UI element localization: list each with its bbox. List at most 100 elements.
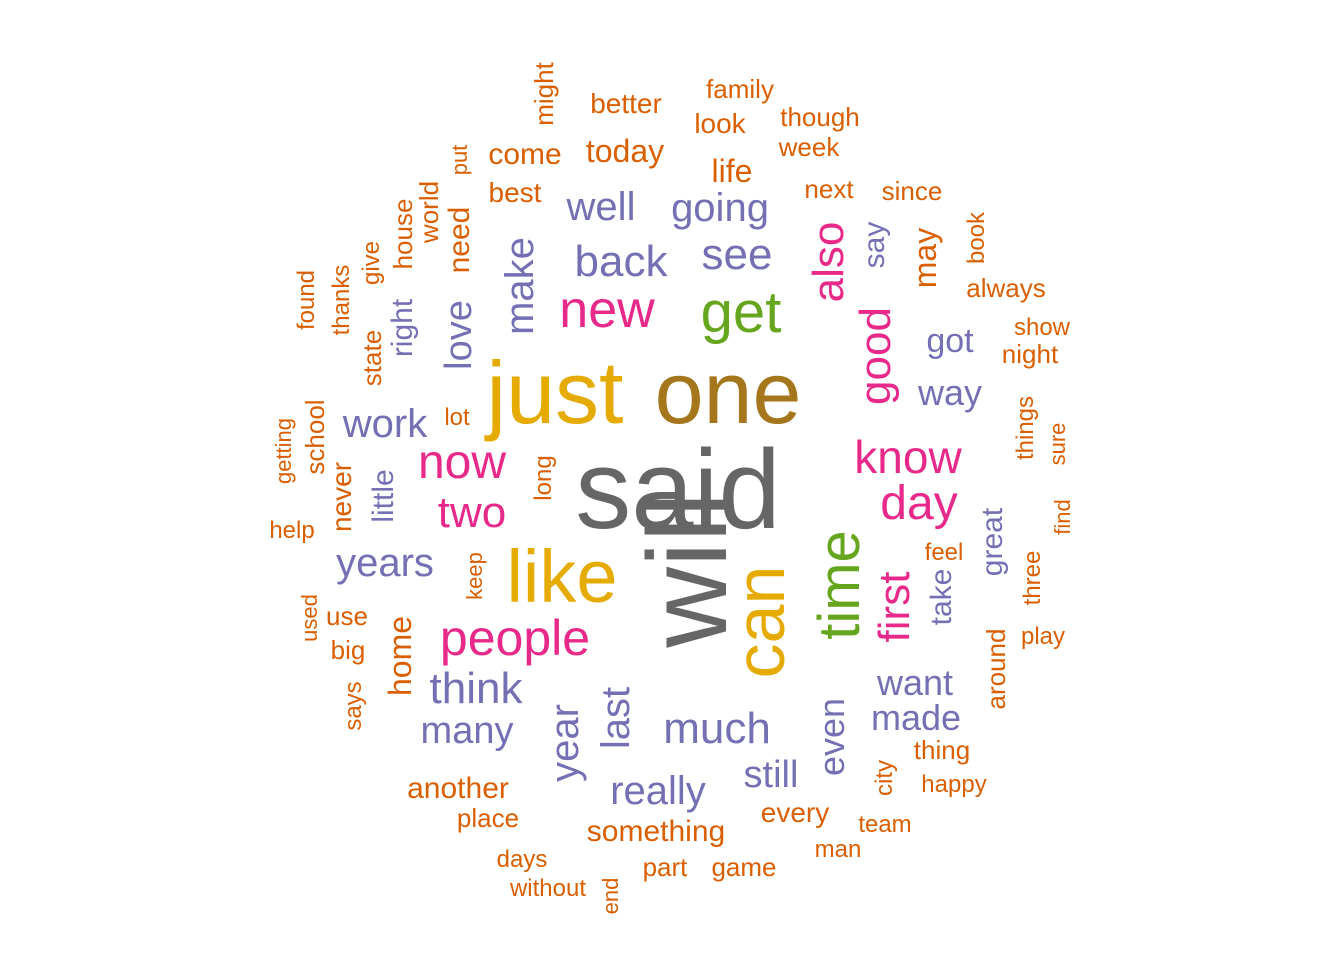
word-time: time <box>807 530 872 640</box>
word-night: night <box>1001 339 1059 369</box>
word-well: well <box>566 185 636 229</box>
word-going: going <box>671 186 769 230</box>
word-place: place <box>456 803 520 833</box>
word-last: last <box>594 686 638 750</box>
word-way: way <box>917 372 983 413</box>
word-like: like <box>506 535 618 618</box>
word-now: now <box>417 436 507 489</box>
word-days: days <box>496 846 548 873</box>
word-state: state <box>357 329 387 387</box>
word-help: help <box>269 517 315 544</box>
word-got: got <box>926 322 974 360</box>
word-school: school <box>300 399 330 475</box>
word-know: know <box>854 431 962 483</box>
word-city: city <box>871 760 898 796</box>
word-since: since <box>881 176 943 206</box>
word-week: week <box>778 132 840 162</box>
word-three: three <box>1019 550 1046 606</box>
word-use: use <box>326 601 368 631</box>
word-can: can <box>721 565 799 679</box>
word-one: one <box>654 343 802 442</box>
word-better: better <box>590 88 662 119</box>
word-getting: getting <box>271 417 296 485</box>
word-thing: thing <box>913 735 971 765</box>
word-say: say <box>858 221 891 269</box>
word-said: said <box>575 427 781 552</box>
word-keep: keep <box>462 552 487 600</box>
word-great: great <box>976 507 1009 577</box>
word-always: always <box>966 273 1046 303</box>
word-much: much <box>663 704 771 753</box>
word-long: long <box>530 455 557 501</box>
word-get: get <box>700 280 782 345</box>
word-end: end <box>598 877 623 915</box>
word-work: work <box>342 402 428 446</box>
word-need: need <box>443 206 476 274</box>
word-good: good <box>851 307 900 405</box>
word-put: put <box>447 144 472 176</box>
word-just: just <box>486 343 624 442</box>
word-may: may <box>907 227 943 289</box>
word-feel: feel <box>924 539 964 566</box>
word-love: love <box>438 300 480 370</box>
word-team: team <box>858 811 912 838</box>
word-family: family <box>706 74 774 104</box>
word-though: though <box>780 102 860 132</box>
word-want: want <box>876 662 954 703</box>
word-new: new <box>559 281 655 339</box>
word-found: found <box>293 269 320 331</box>
word-years: years <box>336 541 434 585</box>
word-little: little <box>367 469 400 523</box>
word-even: even <box>811 697 852 777</box>
word-next: next <box>804 174 854 204</box>
word-another: another <box>407 772 509 805</box>
word-many: many <box>420 710 514 752</box>
word-book: book <box>963 211 990 265</box>
word-big: big <box>330 635 366 665</box>
word-year: year <box>543 704 587 782</box>
word-two: two <box>437 488 507 537</box>
word-see: see <box>701 230 773 279</box>
word-make: make <box>498 237 542 335</box>
word-think: think <box>429 664 523 713</box>
word-today: today <box>585 133 665 169</box>
word-lot: lot <box>444 404 470 431</box>
word-thanks: thanks <box>328 264 355 336</box>
word-every: every <box>760 797 830 828</box>
word-best: best <box>488 177 542 208</box>
word-play: play <box>1020 623 1066 650</box>
word-day: day <box>880 477 958 530</box>
word-life: life <box>711 153 753 189</box>
word-look: look <box>694 108 746 139</box>
word-also: also <box>804 221 853 303</box>
word-used: used <box>297 594 322 642</box>
word-give: give <box>358 240 385 286</box>
word-house: house <box>388 198 418 270</box>
word-still: still <box>743 754 799 796</box>
word-part: part <box>642 852 688 882</box>
word-world: world <box>414 180 444 244</box>
word-might: might <box>529 62 559 126</box>
word-happy: happy <box>921 771 987 798</box>
word-sure: sure <box>1045 422 1070 466</box>
word-around: around <box>981 628 1011 710</box>
word-take: take <box>925 568 958 626</box>
word-show: show <box>1013 314 1071 341</box>
word-made: made <box>870 697 962 738</box>
word-home: home <box>382 615 418 697</box>
word-back: back <box>574 237 668 286</box>
word-people: people <box>439 610 591 666</box>
word-never: never <box>326 461 357 533</box>
word-says: says <box>340 681 367 731</box>
word-without: without <box>509 875 587 902</box>
word-things: things <box>1012 395 1039 461</box>
word-something: something <box>586 815 726 848</box>
word-really: really <box>610 769 706 813</box>
word-find: find <box>1050 499 1075 535</box>
word-first: first <box>870 571 919 643</box>
word-game: game <box>711 852 777 882</box>
word-right: right <box>386 298 419 358</box>
word-come: come <box>488 138 562 171</box>
word-man: man <box>814 836 862 863</box>
